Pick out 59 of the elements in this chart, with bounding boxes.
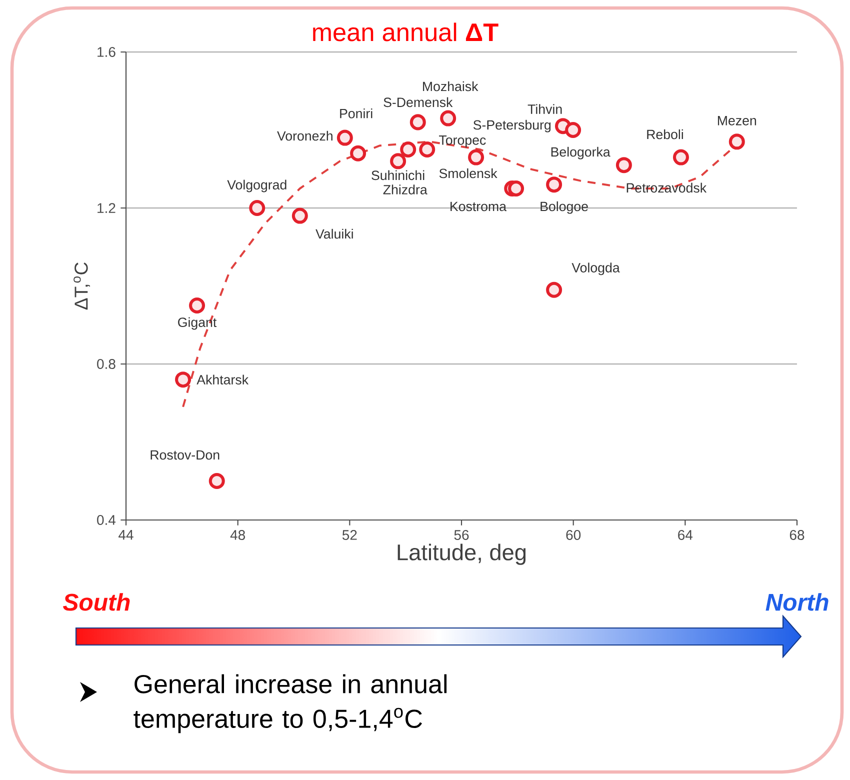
point [728, 134, 745, 150]
x-axis-title: Latitude, deg [398, 544, 526, 565]
data-label: Toropec [439, 136, 486, 148]
data-label: Volgograd [227, 180, 286, 192]
data-label: Gigant [178, 317, 217, 330]
data-label: Mezen [718, 116, 756, 126]
point [336, 130, 353, 146]
point [400, 141, 416, 158]
data-label: Smolensk [439, 168, 498, 178]
data-label: Rostov-Don [150, 450, 220, 460]
text: South [63, 593, 130, 611]
data-label: Vologda [572, 262, 620, 276]
point [508, 180, 524, 196]
point [616, 157, 632, 174]
data-label: Bologoe [540, 201, 588, 214]
data-label: Kostroma [450, 202, 507, 212]
y-tick-label: 1.2 [98, 203, 116, 213]
point [468, 149, 484, 166]
point [350, 145, 366, 162]
chart-title: mean annual ΔT [313, 22, 498, 42]
data-label: Poniri [340, 108, 372, 118]
data-label: Akhtarsk [196, 374, 249, 384]
point [292, 208, 308, 224]
y-tick-label: 0.4 [97, 515, 116, 525]
data-label: Tihvin [528, 104, 562, 114]
point [249, 200, 266, 216]
point [419, 141, 436, 158]
y-axis-title: ΔT,$^{o}$C [74, 262, 90, 310]
data-label: Reboli [647, 129, 683, 140]
point [410, 114, 426, 130]
data-label: Suhinichi [372, 170, 424, 180]
data-label: S-Demensk [384, 97, 453, 108]
x-tick-label: 44 [118, 530, 134, 540]
point [546, 282, 562, 298]
text: General increase in annual temperature to 0,5-1,4$^{o}$C [134, 674, 447, 734]
point [565, 122, 582, 138]
point [440, 110, 456, 126]
x-tick-label: 48 [230, 530, 246, 540]
x-tick-label: 64 [678, 530, 693, 540]
text: North [766, 593, 828, 611]
point [390, 153, 406, 170]
data-label: Zhizdra [383, 184, 428, 194]
x-tick-label: 68 [790, 530, 804, 540]
point [672, 149, 689, 166]
point [546, 176, 562, 193]
data-label: S-Petersburg [473, 120, 551, 132]
y-tick-label: 0.8 [97, 359, 116, 369]
y-tick-label: 1.6 [98, 47, 116, 57]
annotation: Petrozavodsk [626, 182, 707, 193]
point [175, 372, 192, 388]
data-label: Mozhaisk [423, 81, 478, 92]
point [189, 297, 206, 314]
data-label: Valuiki [316, 228, 353, 239]
data-label: Voronezh [277, 130, 332, 141]
x-tick-label: 52 [342, 530, 357, 540]
data-label: Belogorka [551, 146, 610, 160]
x-tick-label: 56 [454, 530, 469, 540]
point [208, 472, 225, 489]
x-tick-label: 60 [566, 530, 581, 540]
